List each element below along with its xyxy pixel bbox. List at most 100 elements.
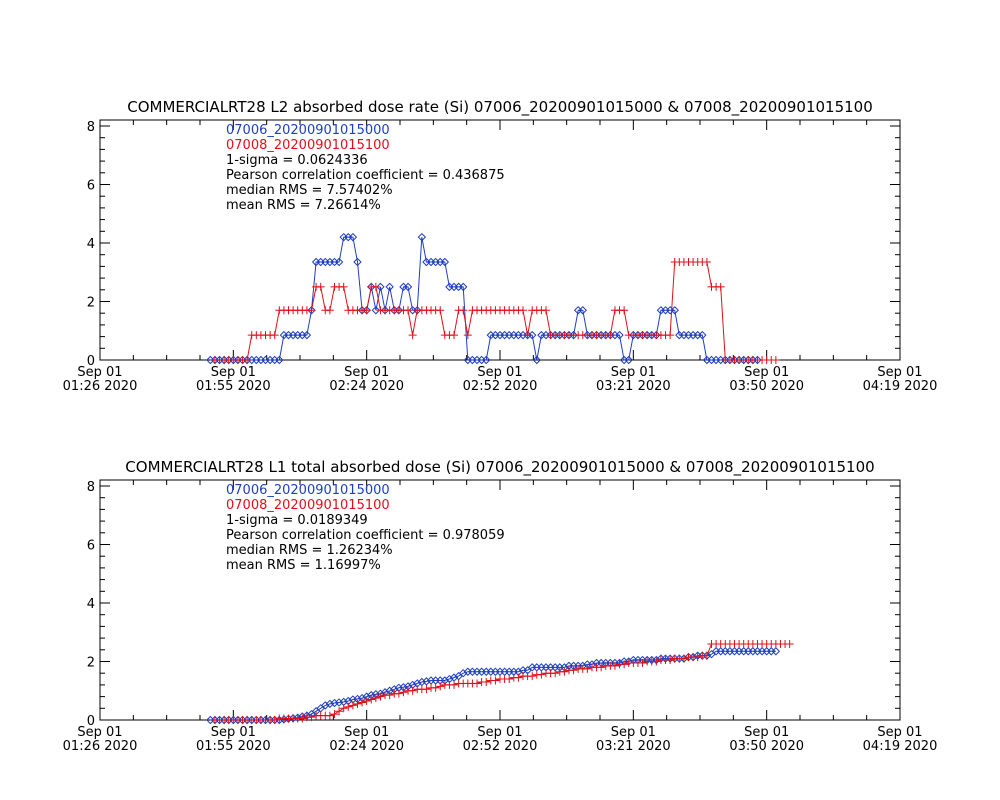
data-point-plus xyxy=(541,306,550,315)
x-tick-label-date: Sep 01 xyxy=(211,725,256,740)
data-point-diamond xyxy=(670,306,679,315)
data-point-plus xyxy=(330,710,339,719)
data-point-plus xyxy=(463,331,472,340)
x-tick-label-date: Sep 01 xyxy=(77,725,122,740)
y-tick-label: 6 xyxy=(87,539,95,554)
x-tick-label-date: Sep 01 xyxy=(477,725,522,740)
data-point-plus xyxy=(771,356,780,364)
stats-annotation: 1-sigma = 0.0624336 xyxy=(226,153,368,168)
data-point-plus xyxy=(362,306,371,315)
data-point-diamond xyxy=(440,257,450,267)
data-point-diamond xyxy=(371,306,381,315)
legend-series-2: 07008_20200901015100 xyxy=(226,498,390,513)
data-point-diamond xyxy=(578,306,587,315)
data-point-plus xyxy=(666,656,675,665)
data-point-plus xyxy=(505,675,514,684)
x-tick-label-time: 03:21 2020 xyxy=(596,739,671,754)
y-tick-label: 4 xyxy=(87,597,95,612)
data-point-plus xyxy=(523,331,532,340)
data-point-plus xyxy=(666,331,675,340)
data-point-plus xyxy=(362,696,371,705)
x-tick-label-date: Sep 01 xyxy=(877,725,922,740)
data-point-plus xyxy=(307,306,316,315)
data-point-plus xyxy=(514,673,523,682)
data-point-plus xyxy=(638,658,647,667)
series-line-1 xyxy=(210,236,758,361)
data-point-plus xyxy=(367,695,376,704)
data-point-diamond xyxy=(771,647,781,656)
data-point-plus xyxy=(652,657,661,666)
data-point-plus xyxy=(785,639,794,648)
data-point-plus xyxy=(551,669,560,678)
data-point-plus xyxy=(597,663,606,672)
data-point-plus xyxy=(606,331,615,340)
data-point-plus xyxy=(385,691,394,700)
data-point-plus xyxy=(307,713,316,722)
x-tick-label-date: Sep 01 xyxy=(611,365,656,380)
x-tick-label-date: Sep 01 xyxy=(77,365,122,380)
data-point-diamond xyxy=(624,355,633,365)
stats-annotation: 1-sigma = 0.0189349 xyxy=(226,513,368,528)
stats-annotation: Pearson correlation coefficient = 0.9780… xyxy=(226,528,505,543)
chart-panel-dose-rate: COMMERCIALRT28 L2 absorbed dose rate (Si… xyxy=(63,98,938,394)
data-point-plus xyxy=(408,686,417,695)
x-tick-label-date: Sep 01 xyxy=(344,725,389,740)
data-point-diamond xyxy=(527,330,537,340)
data-point-diamond xyxy=(417,232,427,242)
stats-annotation: median RMS = 7.57402% xyxy=(226,183,393,198)
series-line-1 xyxy=(210,650,776,721)
data-point-plus xyxy=(528,672,537,681)
data-point-plus xyxy=(716,282,725,291)
chart-title: COMMERCIALRT28 L2 absorbed dose rate (Si… xyxy=(127,98,873,117)
data-point-plus xyxy=(394,689,403,698)
data-point-diamond xyxy=(422,677,431,686)
x-tick-label-time: 02:24 2020 xyxy=(329,739,404,754)
data-point-plus xyxy=(569,666,578,675)
x-tick-label-date: Sep 01 xyxy=(344,365,389,380)
x-tick-label-date: Sep 01 xyxy=(877,365,922,380)
data-point-plus xyxy=(679,654,688,663)
data-point-diamond xyxy=(376,282,385,292)
data-point-plus xyxy=(482,677,491,686)
data-point-plus xyxy=(408,331,417,340)
data-point-diamond xyxy=(615,330,624,340)
x-tick-label-time: 02:52 2020 xyxy=(463,739,538,754)
y-tick-label: 0 xyxy=(87,354,95,369)
data-point-diamond xyxy=(459,668,468,678)
data-point-plus xyxy=(436,306,445,315)
data-point-plus xyxy=(610,661,619,670)
x-tick-label-time: 01:26 2020 xyxy=(63,739,138,754)
y-tick-label: 4 xyxy=(87,237,95,252)
legend-series-2: 07008_20200901015100 xyxy=(226,138,390,153)
data-point-plus xyxy=(537,670,546,679)
y-tick-label: 2 xyxy=(87,656,95,671)
x-tick-label-date: Sep 01 xyxy=(477,365,522,380)
y-tick-label: 6 xyxy=(87,179,95,194)
data-point-plus xyxy=(344,702,353,711)
data-point-plus xyxy=(473,679,482,688)
data-point-plus xyxy=(316,282,325,291)
data-point-diamond xyxy=(325,699,335,709)
data-point-plus xyxy=(702,651,711,660)
data-point-diamond xyxy=(334,257,344,267)
x-tick-label-time: 03:50 2020 xyxy=(729,379,804,394)
data-point-plus xyxy=(702,258,711,267)
chart-panel-total-dose: COMMERCIALRT28 L1 total absorbed dose (S… xyxy=(63,458,938,754)
x-tick-label-date: Sep 01 xyxy=(211,365,256,380)
data-point-plus xyxy=(436,682,445,691)
data-point-diamond xyxy=(698,330,707,340)
chart-title: COMMERCIALRT28 L1 total absorbed dose (S… xyxy=(125,458,874,477)
y-tick-label: 8 xyxy=(87,480,95,495)
data-point-plus xyxy=(371,282,380,291)
data-point-plus xyxy=(371,694,380,703)
data-point-diamond xyxy=(353,257,362,267)
data-point-diamond xyxy=(302,330,312,340)
data-point-plus xyxy=(298,714,307,723)
data-point-plus xyxy=(422,685,431,694)
x-tick-label-time: 03:21 2020 xyxy=(596,379,671,394)
x-tick-label-time: 04:19 2020 xyxy=(863,739,938,754)
stats-annotation: median RMS = 1.26234% xyxy=(226,543,393,558)
data-point-plus xyxy=(491,676,500,685)
data-point-plus xyxy=(693,653,702,662)
